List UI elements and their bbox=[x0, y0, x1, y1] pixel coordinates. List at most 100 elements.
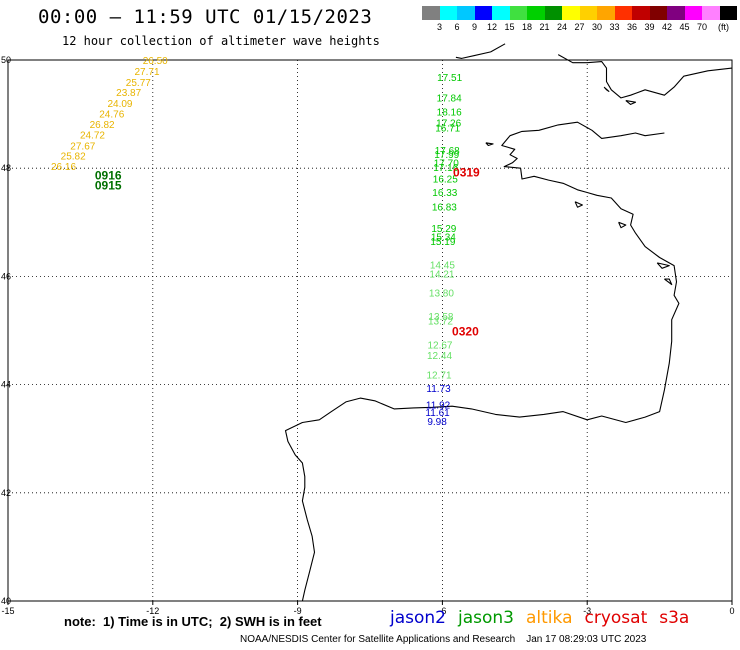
wave-height-value: 18.16 bbox=[437, 108, 462, 119]
island-jersey bbox=[625, 100, 637, 105]
wave-height-value: 15.19 bbox=[430, 237, 455, 248]
wave-height-value: 24.76 bbox=[99, 109, 124, 120]
color-scale-tick-label: 70 bbox=[696, 22, 708, 32]
color-scale-bar bbox=[422, 6, 737, 20]
island-belle-ile bbox=[574, 201, 583, 208]
wave-height-value: 11.61 bbox=[425, 408, 450, 419]
color-scale-tick-label: 15 bbox=[504, 22, 515, 32]
pass-time-label: 0916 bbox=[95, 169, 122, 183]
color-scale-tick-label: 12 bbox=[486, 22, 498, 32]
satellite-legend-item: jason3 bbox=[458, 608, 514, 628]
island-noirmoutier bbox=[618, 221, 627, 229]
y-tick-label: 50 bbox=[1, 55, 11, 65]
wave-height-value: 16.83 bbox=[432, 202, 457, 213]
island-guernsey bbox=[603, 86, 610, 92]
map-grid bbox=[8, 60, 732, 601]
y-tick-label: 40 bbox=[1, 596, 11, 606]
color-swatch bbox=[474, 6, 492, 20]
credit-line: NOAA/NESDIS Center for Satellite Applica… bbox=[240, 634, 647, 645]
color-scale-tick-label: 39 bbox=[644, 22, 655, 32]
wave-height-value: 24.72 bbox=[80, 130, 105, 141]
color-swatch bbox=[597, 6, 615, 20]
x-tick-label: 0 bbox=[729, 606, 734, 616]
wave-height-value: 14.21 bbox=[429, 269, 454, 280]
wave-height-value: 26.16 bbox=[51, 162, 76, 173]
coast-normandy bbox=[557, 54, 733, 99]
color-scale-tick-label: 24 bbox=[556, 22, 568, 32]
wave-height-value: 24.09 bbox=[107, 99, 132, 110]
wave-height-value: 17.99 bbox=[434, 150, 459, 161]
color-scale-tick-label: 36 bbox=[626, 22, 638, 32]
y-tick-label: 48 bbox=[1, 163, 11, 173]
color-swatch bbox=[544, 6, 562, 20]
color-scale-tick-label: 30 bbox=[591, 22, 603, 32]
color-scale-tick-label: 9 bbox=[471, 22, 478, 32]
pass-time-label: 0319 bbox=[453, 165, 480, 179]
color-swatch bbox=[649, 6, 667, 20]
pass-time-label: 0915 bbox=[95, 178, 122, 192]
wave-height-value: 13.58 bbox=[428, 312, 453, 323]
wave-height-value: 17.68 bbox=[435, 146, 460, 157]
satellite-legend-item: s3a bbox=[659, 608, 690, 628]
color-swatch bbox=[632, 6, 650, 20]
wave-height-value: 11.92 bbox=[426, 400, 451, 411]
y-tick-label: 44 bbox=[1, 380, 11, 390]
coast-mainland bbox=[284, 121, 680, 602]
wave-height-value: 16.25 bbox=[433, 174, 458, 185]
wave-height-value: 27.67 bbox=[70, 141, 95, 152]
satellite-legend-item: altika bbox=[526, 608, 573, 628]
wave-height-value: 26.82 bbox=[90, 120, 115, 131]
wave-height-value: 23.87 bbox=[116, 88, 141, 99]
wave-height-value: 13.80 bbox=[429, 288, 454, 299]
pass-time-label: 0320 bbox=[452, 324, 479, 338]
satellite-legend-item: jason2 bbox=[390, 608, 446, 628]
wave-height-value: 14.45 bbox=[430, 260, 455, 271]
color-swatch bbox=[492, 6, 510, 20]
satellite-legend-item: cryosat bbox=[584, 608, 648, 628]
color-swatch bbox=[527, 6, 545, 20]
color-swatch bbox=[457, 6, 475, 20]
color-swatch bbox=[439, 6, 457, 20]
wave-height-value: 12.71 bbox=[427, 371, 452, 382]
wave-height-value: 17.70 bbox=[434, 159, 459, 170]
map-title: 00:00 – 11:59 UTC 01/15/2023 bbox=[38, 6, 373, 28]
x-tick-label: -12 bbox=[146, 606, 159, 616]
wave-height-tracks: 26.5027.7125.7723.8724.0924.7626.8224.72… bbox=[51, 56, 463, 428]
wave-height-value: 17.51 bbox=[437, 73, 462, 84]
x-tick-label: -6 bbox=[438, 606, 446, 616]
wave-height-value: 16.33 bbox=[432, 188, 457, 199]
color-scale-tick-label: 27 bbox=[574, 22, 585, 32]
x-tick-label: -9 bbox=[294, 606, 302, 616]
wave-height-value: 25.82 bbox=[61, 152, 86, 163]
color-swatch bbox=[509, 6, 527, 20]
wave-height-value: 11.73 bbox=[426, 384, 451, 395]
color-scale-tick-label: (ft) bbox=[718, 22, 729, 32]
map-border bbox=[7, 59, 733, 602]
wave-height-value: 16.71 bbox=[435, 123, 460, 134]
color-scale-tick-label: 3 bbox=[436, 22, 443, 32]
wave-height-value: 26.50 bbox=[143, 56, 168, 67]
color-swatch bbox=[684, 6, 702, 20]
island-oleron bbox=[664, 278, 673, 286]
map-axes: -15 -12 -9 -6 -3 0 40 42 44 46 48 50 bbox=[1, 55, 735, 616]
color-scale-tick-label: 21 bbox=[539, 22, 550, 32]
wave-height-value: 17.16 bbox=[433, 163, 458, 174]
color-swatch bbox=[719, 6, 737, 20]
color-swatch bbox=[614, 6, 632, 20]
wave-height-value: 17.84 bbox=[437, 94, 462, 105]
color-scale-ticks: 3 6 9 12 15 18 21 24 27 30 33 36 39 42 45 70 (ft) bbox=[422, 22, 732, 34]
color-swatch bbox=[422, 6, 440, 20]
wave-height-value: 12.44 bbox=[427, 351, 452, 362]
y-tick-label: 46 bbox=[1, 271, 11, 281]
satellite-legend: jason2 jason3 altika cryosat s3a bbox=[390, 608, 701, 628]
color-swatch bbox=[579, 6, 597, 20]
wave-height-value: 17.26 bbox=[436, 119, 461, 130]
color-swatch bbox=[702, 6, 720, 20]
footer-note: note: 1) Time is in UTC; 2) SWH is in fe… bbox=[64, 614, 322, 629]
wave-height-value: 25.77 bbox=[126, 78, 151, 89]
color-scale-tick-label: 45 bbox=[679, 22, 690, 32]
y-tick-label: 42 bbox=[1, 488, 11, 498]
wave-height-value: 15.34 bbox=[431, 233, 456, 244]
color-swatch bbox=[562, 6, 580, 20]
